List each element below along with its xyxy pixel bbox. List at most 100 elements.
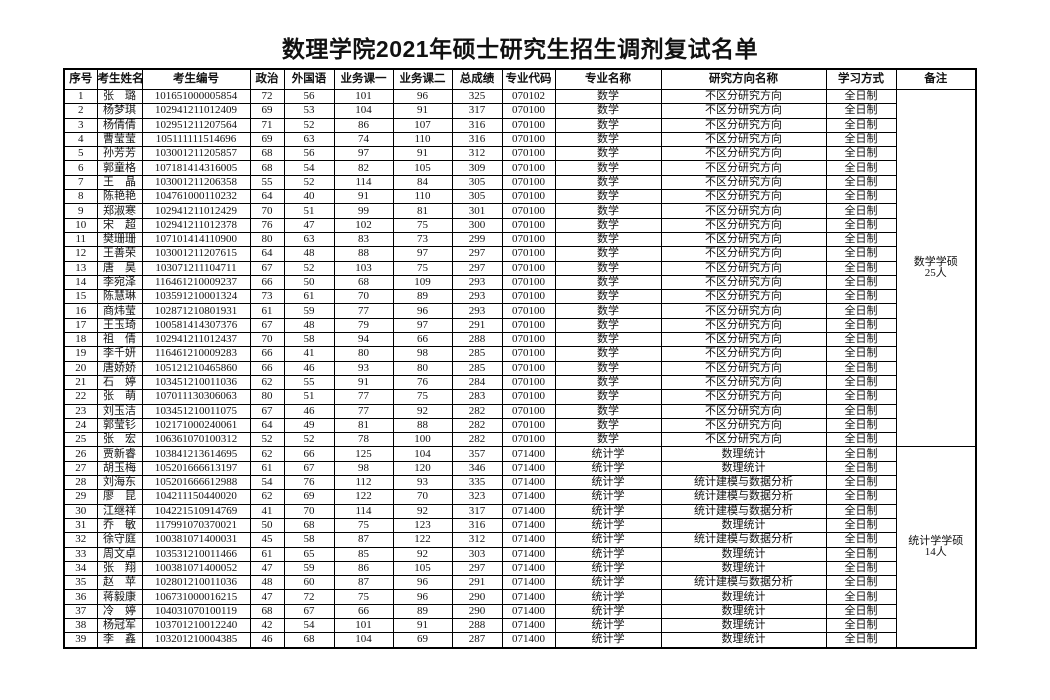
table-cell: 全日制 [825, 117, 897, 133]
table-cell: 全日制 [825, 446, 897, 462]
column-header: 政治 [249, 68, 285, 90]
table-cell: 67 [249, 260, 285, 276]
table-cell: 胡玉梅 [96, 460, 143, 477]
table-cell: 071400 [501, 575, 556, 591]
table-cell: 77 [333, 389, 394, 405]
column-header: 学习方式 [825, 68, 897, 90]
table-cell: 数学 [554, 260, 662, 276]
table-cell: 唐娇娇 [96, 360, 143, 376]
table-cell: 92 [392, 403, 453, 419]
table-cell: 104 [333, 632, 394, 649]
table-cell: 61 [249, 460, 285, 477]
table-cell: 68 [249, 160, 285, 176]
table-cell: 070100 [501, 289, 556, 305]
table-cell: 不区分研究方向 [660, 103, 827, 119]
table-cell: 104211150440020 [141, 489, 251, 505]
table-cell: 100 [392, 432, 453, 448]
table-cell: 35 [63, 575, 98, 591]
table-cell: 122 [333, 489, 394, 505]
column-header: 考生编号 [141, 68, 251, 90]
table-cell: 72 [249, 88, 285, 105]
table-cell: 071400 [501, 532, 556, 548]
table-cell: 48 [249, 575, 285, 591]
table-cell: 91 [392, 617, 453, 634]
table-cell: 全日制 [825, 289, 897, 305]
table-cell: 070100 [501, 203, 556, 219]
table-cell: 数理统计 [660, 546, 827, 562]
table-cell: 统计学 [554, 589, 662, 605]
table-cell: 316 [451, 517, 503, 534]
table-cell: 20 [63, 360, 98, 376]
table-cell: 291 [451, 575, 503, 591]
table-cell: 293 [451, 303, 503, 319]
table-cell: 全日制 [825, 589, 897, 605]
table-cell: 76 [392, 374, 453, 391]
table-cell: 26 [63, 446, 98, 462]
table-cell: 全日制 [825, 103, 897, 119]
table-cell: 不区分研究方向 [660, 88, 827, 105]
table-cell: 125 [333, 446, 394, 462]
table-cell: 江继祥 [96, 503, 143, 519]
table-cell: 290 [451, 603, 503, 619]
table-cell: 107011130306063 [141, 389, 251, 405]
table-cell: 102 [333, 217, 394, 233]
table-cell: 102871210801931 [141, 303, 251, 319]
table-cell: 69 [392, 632, 453, 649]
table-cell: 77 [333, 403, 394, 419]
table-cell: 284 [451, 374, 503, 391]
table-cell: 10 [63, 217, 98, 233]
table-cell: 107181414316005 [141, 160, 251, 176]
table-cell: 316 [451, 117, 503, 133]
column-header: 研究方向名称 [660, 68, 827, 90]
table-cell: 107 [392, 117, 453, 133]
table-cell: 61 [249, 303, 285, 319]
table-cell: 77 [333, 303, 394, 319]
table-cell: 87 [333, 532, 394, 548]
table-cell: 103451210011036 [141, 374, 251, 391]
table-cell: 28 [63, 475, 98, 491]
table-cell: 全日制 [825, 217, 897, 233]
table-cell: 34 [63, 560, 98, 577]
table-cell: 288 [451, 617, 503, 634]
table-cell: 64 [249, 189, 285, 205]
table-row: 13 唐 昊 103071211104711 67 52 103 75 297 070100 数学… [63, 260, 976, 276]
table-cell: 071400 [501, 560, 556, 577]
table-cell: 唐 昊 [96, 260, 143, 276]
table-cell: 数学 [554, 274, 662, 291]
table-cell: 全日制 [825, 189, 897, 205]
table-row: 8 陈艳艳 104761000110232 64 40 91 110 305 070100 数学不… [63, 189, 976, 205]
table-cell: 数理统计 [660, 632, 827, 649]
table-cell: 蒋毅康 [96, 589, 143, 605]
table-cell: 070100 [501, 174, 556, 191]
table-cell: 27 [63, 460, 98, 477]
table-row: 36 蒋毅康 106731000016215 47 72 75 96 290 071400 统计学… [63, 589, 976, 605]
table-cell: 070100 [501, 217, 556, 233]
table-cell: 102941211012409 [141, 103, 251, 119]
column-header: 备注 [895, 68, 977, 90]
table-cell: 全日制 [825, 560, 897, 577]
table-cell: 46 [283, 360, 335, 376]
table-row: 28 刘海东 105201666612988 54 76 112 93 335 071400 统计… [63, 475, 976, 491]
table-cell: 数理统计 [660, 617, 827, 634]
table-cell: 96 [392, 303, 453, 319]
table-cell: 80 [392, 360, 453, 376]
table-cell: 78 [333, 432, 394, 448]
table-cell: 不区分研究方向 [660, 174, 827, 191]
table-cell: 293 [451, 289, 503, 305]
table-cell: 全日制 [825, 403, 897, 419]
table-cell: 68 [249, 603, 285, 619]
table-cell: 071400 [501, 589, 556, 605]
table-cell: 张 萌 [96, 389, 143, 405]
table-cell: 杨冠军 [96, 617, 143, 634]
table-cell: 李千妍 [96, 346, 143, 362]
table-cell: 9 [63, 203, 98, 219]
table-cell: 100381071400052 [141, 560, 251, 577]
table-cell: 32 [63, 532, 98, 548]
table-cell: 071400 [501, 603, 556, 619]
table-cell: 103071211104711 [141, 260, 251, 276]
table-cell: 56 [283, 88, 335, 105]
table-cell: 赵 苹 [96, 575, 143, 591]
table-cell: 不区分研究方向 [660, 231, 827, 248]
table-cell: 数学 [554, 88, 662, 105]
table-cell: 58 [283, 332, 335, 348]
